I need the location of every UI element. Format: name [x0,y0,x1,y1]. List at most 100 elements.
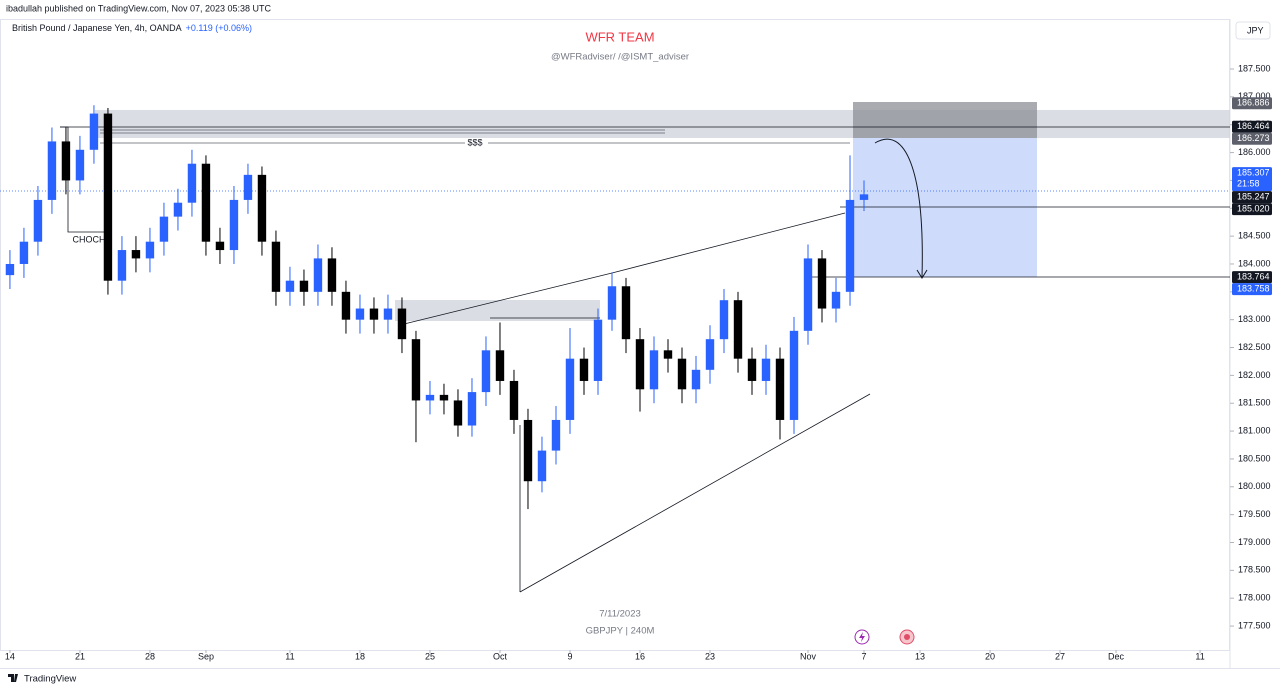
candle-body [201,163,211,242]
candle-body [859,194,869,200]
candle-body [131,250,141,259]
x-tick-label: 18 [355,651,365,661]
y-tick-label: 184.000 [1238,258,1271,268]
candle-body [425,394,435,401]
candle-body [761,358,771,381]
candle-body [397,308,407,340]
candle-body [817,258,827,309]
trend-line [399,272,613,326]
x-tick-label: 28 [145,651,155,661]
price-tag [1232,97,1272,110]
liquidity-label: $$$ [467,137,482,147]
y-tick-label: 180.000 [1238,481,1271,491]
candle-body [369,308,379,320]
projection-arrow [874,138,923,278]
candle-body [509,380,519,420]
y-tick-label: 183.000 [1238,314,1271,324]
candle-body [145,241,155,259]
candle-body [117,250,127,281]
candle-body [299,280,309,292]
price-tag-label: 185.307 [1237,168,1270,178]
candle-body [19,241,29,264]
choch-label: CHOCH [73,234,106,244]
price-tag-label: 185.020 [1237,204,1270,214]
event-icon-glyph [859,632,865,642]
price-change: +0.119 (+0.06%) [186,23,252,33]
y-tick-label: 180.500 [1238,453,1271,463]
brand-logo [8,674,18,682]
x-tick-label: Oct [493,651,508,661]
candle-body [271,241,281,292]
candle-body [565,358,575,420]
price-tag [1232,191,1272,204]
y-tick-label: 186.000 [1238,147,1271,157]
publish-info: ibadullah published on TradingView.com, … [6,3,272,13]
candle-body [33,199,43,242]
y-tick-label: 179.000 [1238,537,1271,547]
y-tick-label: 178.500 [1238,565,1271,575]
y-tick-label: 179.500 [1238,509,1271,519]
x-tick-label: 25 [425,651,435,661]
candle-body [5,263,15,276]
candle-body [341,291,351,320]
price-tag-countdown: 21:58 [1237,179,1260,189]
candle-body [61,141,71,181]
candle-body [327,258,337,292]
arrow-head [916,269,928,279]
trend-line [611,212,846,274]
supply-zone [95,110,1230,138]
candle-body [187,163,197,203]
x-tick-label: 7 [862,651,867,661]
candle-body [775,358,785,420]
candle-body [789,330,799,420]
watermark-date: 7/11/2023 [599,609,641,620]
y-tick-label: 181.000 [1238,425,1271,435]
y-tick-label: 182.000 [1238,370,1271,380]
candle-body [579,358,589,381]
symbol-name: British Pound / Japanese Yen, 4h, OANDA [12,23,182,33]
candle-body [75,149,85,181]
candle-body [831,291,841,309]
candle-body [733,300,743,359]
candle-body [593,319,603,381]
price-tag [1232,132,1272,145]
candle-body [635,339,645,390]
x-tick-label: 20 [985,651,995,661]
candle-body [89,113,99,150]
watermark-symbol: GBPJPY | 240M [586,626,655,637]
brand: TradingView [24,674,76,685]
candle-body [453,400,463,426]
y-tick-label: 187.500 [1238,63,1271,73]
currency-box[interactable] [1235,21,1271,40]
x-tick-label: 27 [1055,651,1065,661]
candle-body [607,286,617,320]
candle-body [705,339,715,370]
candle-body [691,369,701,390]
price-tag [1232,283,1272,296]
price-tag-label: 186.464 [1237,121,1270,131]
y-tick-label: 178.000 [1238,593,1271,603]
x-tick-label: 16 [635,651,645,661]
trend-line [519,393,871,593]
candle-body [411,339,421,401]
price-tag-label: 183.764 [1237,271,1270,281]
price-tag-label: 185.247 [1237,192,1270,202]
candle-body [355,308,365,320]
candle-body [551,419,561,451]
candle-body [439,394,449,401]
candle-body [719,300,729,340]
stop-zone [853,102,1037,138]
price-tag [1232,120,1272,133]
candle-body [481,350,491,393]
candle-body [467,392,477,426]
candle-body [229,199,239,251]
candle-body [663,350,673,359]
x-tick-label: 11 [285,651,294,661]
chart-subtitle: @WFRadviser/ /@ISMT_adviser [551,52,689,63]
x-tick-label: Dec [1108,651,1125,661]
candle-body [159,216,169,242]
y-tick-label: 182.500 [1238,342,1271,352]
price-tag-label: 186.886 [1237,98,1270,108]
candle-body [313,258,323,292]
